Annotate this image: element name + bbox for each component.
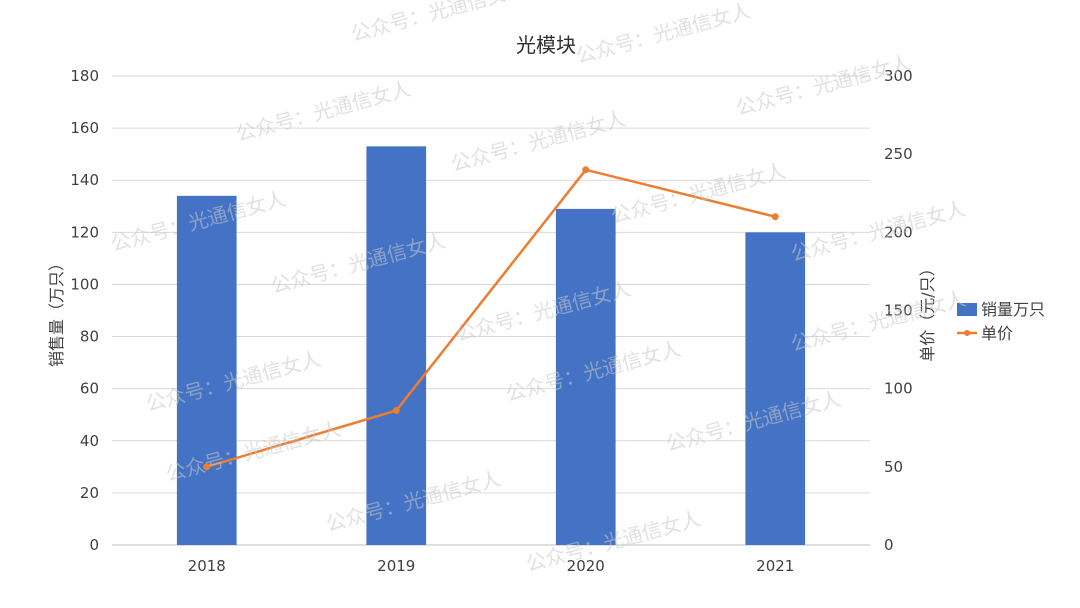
x-tick-label: 2018	[188, 557, 226, 575]
bar-series	[176, 146, 806, 546]
line-point	[582, 166, 590, 174]
y-tick-label: 180	[70, 67, 99, 85]
y-tick-label: 0	[89, 536, 99, 554]
x-tick-label: 2019	[377, 557, 415, 575]
line-point	[771, 213, 779, 221]
y-axis-label: 销售量（万只）	[47, 255, 66, 367]
x-axis-ticks: 2018 2019 2020 2021	[188, 557, 795, 575]
y2-tick-label: 50	[884, 458, 903, 476]
y-tick-label: 20	[80, 484, 99, 502]
watermark-text: 公众号：光通信女人	[608, 158, 788, 228]
legend-swatch-bar	[957, 303, 977, 316]
y-tick-label: 40	[80, 432, 99, 450]
line-series	[203, 166, 779, 471]
line-point	[203, 463, 211, 471]
y2-tick-label: 100	[884, 380, 913, 398]
y-tick-label: 120	[70, 223, 99, 241]
y-tick-label: 100	[70, 275, 99, 293]
x-tick-label: 2021	[756, 557, 794, 575]
watermark-text: 公众号：光通信女人	[348, 0, 528, 46]
watermark-text: 公众号：光通信女人	[733, 50, 913, 120]
y-tick-label: 140	[70, 171, 99, 189]
legend-swatch-marker	[964, 330, 970, 336]
chart-title: 光模块	[516, 33, 576, 57]
bar	[555, 208, 616, 545]
left-axis-ticks: 0 20 40 60 80 100 120 140 160 180	[70, 67, 99, 554]
bar	[745, 232, 806, 546]
y2-axis-label: 单价（元/只）	[918, 260, 937, 361]
y2-tick-label: 300	[884, 67, 913, 85]
watermark-text: 公众号：光通信女人	[788, 196, 968, 266]
y2-tick-label: 250	[884, 145, 913, 163]
y2-tick-label: 0	[884, 536, 894, 554]
watermark-text: 公众号：光通信女人	[233, 76, 413, 146]
watermark-text: 公众号：光通信女人	[448, 106, 628, 176]
watermark-text: 公众号：光通信女人	[788, 286, 968, 356]
legend-label-bar: 销量万只	[981, 300, 1045, 319]
y-tick-label: 80	[80, 328, 99, 346]
legend: 销量万只 单价	[957, 300, 1045, 343]
gridlines	[112, 75, 870, 546]
y2-tick-label: 150	[884, 302, 913, 320]
price-line	[206, 168, 776, 469]
x-tick-label: 2020	[567, 557, 605, 575]
y2-tick-label: 200	[884, 223, 913, 241]
y-tick-label: 60	[80, 380, 99, 398]
bar	[176, 195, 237, 545]
watermark-text: 公众号：光通信女人	[573, 0, 753, 68]
bar	[366, 146, 427, 545]
legend-label-line: 单价	[981, 324, 1013, 343]
right-axis-ticks: 0 50 100 150 200 250 300	[884, 67, 913, 554]
line-point	[392, 407, 400, 415]
y-tick-label: 160	[70, 119, 99, 137]
